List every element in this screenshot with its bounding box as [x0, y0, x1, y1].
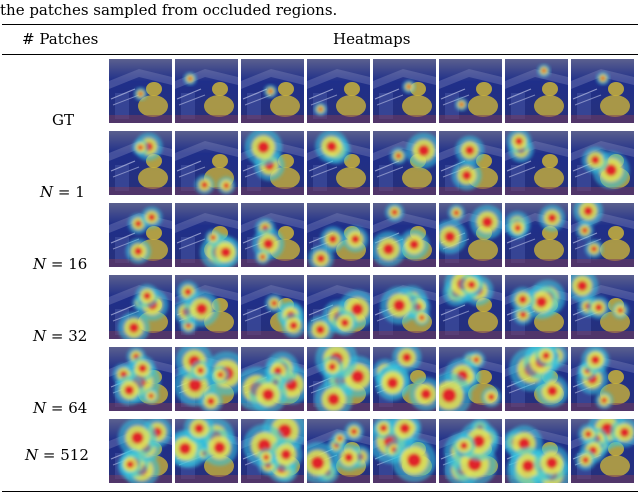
heatmap-cell [505, 419, 568, 483]
row-label-value: = 32 [46, 327, 88, 345]
heatmap-cell [439, 347, 502, 411]
heatmap-cell [175, 347, 238, 411]
heatmap-cell [373, 419, 436, 483]
heatmap-cell [175, 275, 238, 339]
heatmap-cell [175, 203, 238, 267]
figure-caption: the patches sampled from occluded region… [0, 1, 338, 19]
row-label: N = 512 [25, 446, 89, 464]
heatmap-cell [571, 275, 634, 339]
heatmap-cell [439, 275, 502, 339]
row-label-value: = 1 [53, 183, 85, 201]
heatmap-cell [307, 347, 370, 411]
heatmap-cell [307, 59, 370, 123]
heatmap-cell [175, 131, 238, 195]
table-top-rule [2, 24, 638, 26]
table-header-rule [2, 54, 638, 55]
heatmap-cell [571, 347, 634, 411]
heatmap-cell [571, 131, 634, 195]
heatmap-cell [307, 419, 370, 483]
heatmap-cell [373, 203, 436, 267]
heatmap-cell [241, 203, 304, 267]
heatmap-cell [307, 131, 370, 195]
heatmap-cell [109, 275, 172, 339]
header-patches: # Patches [22, 30, 99, 48]
heatmap-cell [505, 347, 568, 411]
heatmap-cell [505, 275, 568, 339]
heatmap-cell [571, 203, 634, 267]
heatmap-cell [109, 419, 172, 483]
heatmap-cell [307, 203, 370, 267]
heatmap-cell [241, 347, 304, 411]
heatmap-cell [241, 275, 304, 339]
heatmap-cell [373, 131, 436, 195]
heatmap-cell [505, 59, 568, 123]
row-label: N = 32 [33, 327, 87, 345]
heatmap-cell [439, 203, 502, 267]
table-bottom-rule [2, 491, 638, 493]
header-heatmaps: Heatmaps [333, 30, 411, 48]
row-label-value: = 16 [46, 255, 88, 273]
row-label: N = 64 [33, 399, 87, 417]
heatmap-cell [109, 203, 172, 267]
heatmap-cell [439, 131, 502, 195]
row-label-variable: N [33, 399, 47, 417]
heatmap-cell [241, 131, 304, 195]
heatmap-cell [373, 275, 436, 339]
heatmap-cell [175, 419, 238, 483]
heatmap-cell [109, 347, 172, 411]
row-label-variable: N [25, 446, 39, 464]
heatmap-cell [571, 59, 634, 123]
heatmap-cell [373, 347, 436, 411]
row-label: N = 1 [40, 183, 85, 201]
heatmap-cell [241, 59, 304, 123]
row-label-variable: N [33, 327, 47, 345]
heatmap-cell [571, 419, 634, 483]
row-label-variable: N [40, 183, 54, 201]
row-label: GT [52, 111, 74, 129]
heatmap-cell [175, 59, 238, 123]
heatmap-cell [439, 59, 502, 123]
row-label-value: = 64 [46, 399, 88, 417]
row-label: N = 16 [33, 255, 87, 273]
row-label-value: = 512 [38, 446, 89, 464]
heatmap-cell [241, 419, 304, 483]
heatmap-cell [307, 275, 370, 339]
row-label-variable: N [33, 255, 47, 273]
row-label-text: GT [52, 111, 74, 129]
heatmap-cell [373, 59, 436, 123]
heatmap-cell [439, 419, 502, 483]
heatmap-cell [505, 203, 568, 267]
heatmap-cell [109, 131, 172, 195]
heatmap-cell [505, 131, 568, 195]
heatmap-cell [109, 59, 172, 123]
